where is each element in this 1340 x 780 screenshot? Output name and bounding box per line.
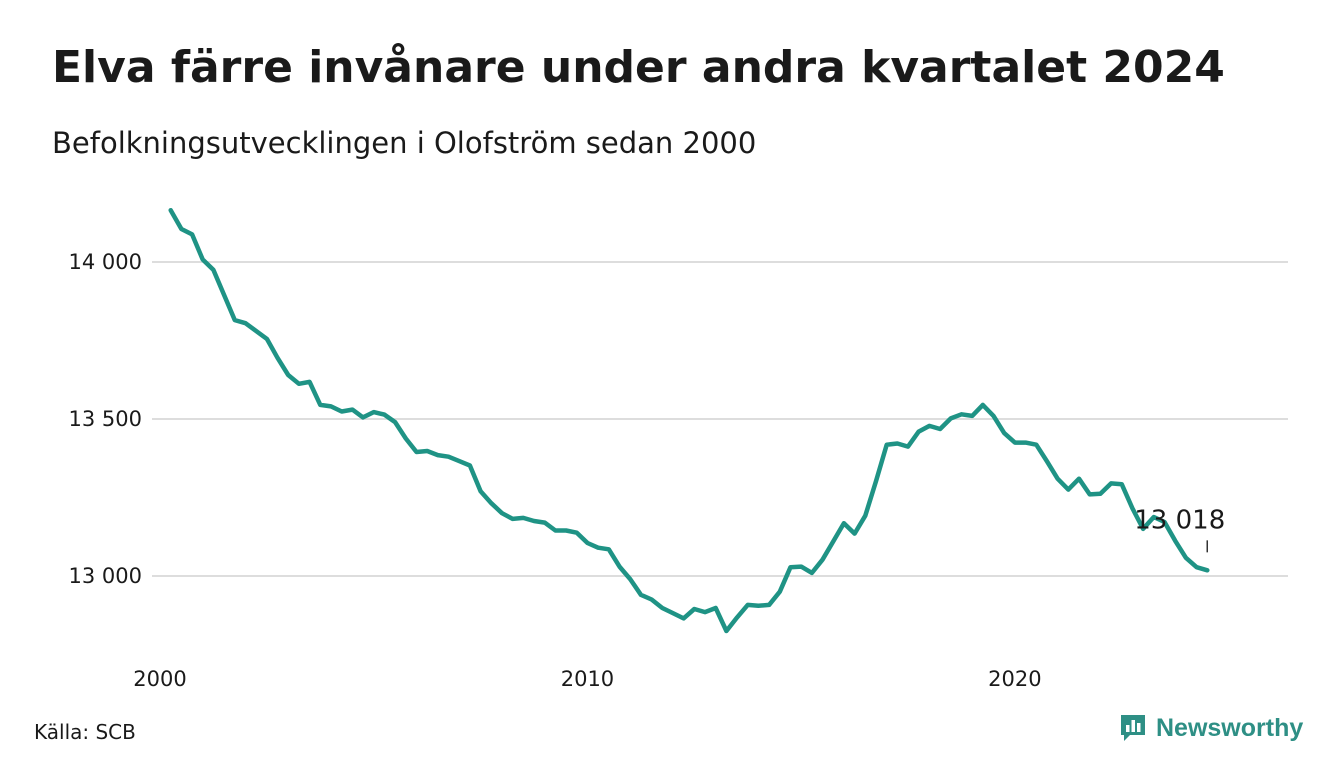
annotation-group: 13 018 [1134, 505, 1225, 553]
x-tick-label: 2000 [133, 667, 186, 691]
x-axis-tick-labels: 2000 2010 2020 [133, 667, 1041, 691]
y-tick-label: 13 500 [69, 407, 142, 431]
y-tick-label: 14 000 [69, 250, 142, 274]
series-line [168, 207, 1210, 634]
brand-logo: Newsworthy [1118, 712, 1303, 744]
page-title: Elva färre invånare under andra kvartale… [52, 42, 1225, 93]
brand-name: Newsworthy [1156, 713, 1304, 742]
series-group [168, 207, 1210, 634]
y-tick-label: 13 000 [69, 564, 142, 588]
last-value-label: 13 018 [1134, 505, 1225, 535]
newsworthy-logo-icon [1121, 715, 1145, 741]
x-tick-label: 2010 [561, 667, 614, 691]
page-subtitle: Befolkningsutvecklingen i Olofström seda… [52, 126, 757, 160]
grid-lines [152, 261, 1288, 577]
y-axis-tick-labels: 13 000 13 500 14 000 [69, 250, 142, 588]
source-note: Källa: SCB [34, 720, 136, 744]
x-tick-label: 2020 [988, 667, 1041, 691]
